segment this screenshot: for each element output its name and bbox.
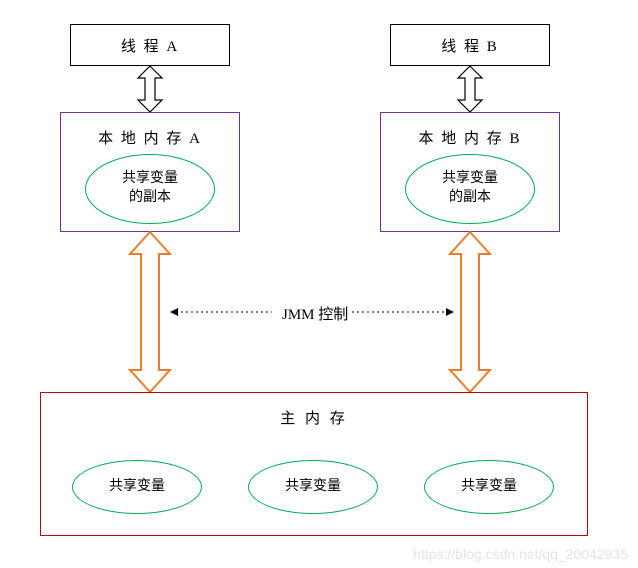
arrow-thread-a-local-a xyxy=(138,66,162,112)
node-local-memory-a: 本 地 内 存 A 共享变量的副本 xyxy=(60,112,240,232)
main-ellipse-3-label: 共享变量 xyxy=(461,478,517,497)
main-ellipse-2: 共享变量 xyxy=(248,460,378,514)
main-ellipse-1-label: 共享变量 xyxy=(109,478,165,497)
diagram-canvas: 线 程 A 线 程 B 本 地 内 存 A 共享变量的副本 本 地 内 存 B … xyxy=(0,0,638,568)
node-thread-a: 线 程 A xyxy=(70,24,230,66)
main-ellipse-2-label: 共享变量 xyxy=(285,478,341,497)
local-a-ellipse-label: 共享变量的副本 xyxy=(122,170,178,208)
watermark-text: https://blog.csdn.net/qq_20042935 xyxy=(413,546,628,562)
thread-a-label: 线 程 A xyxy=(121,35,179,56)
node-local-memory-b: 本 地 内 存 B 共享变量的副本 xyxy=(380,112,560,232)
arrow-local-b-main xyxy=(450,232,490,392)
thread-b-label: 线 程 B xyxy=(441,35,499,56)
local-b-ellipse: 共享变量的副本 xyxy=(405,154,535,224)
main-ellipse-1: 共享变量 xyxy=(72,460,202,514)
local-a-title: 本 地 内 存 A xyxy=(98,127,202,148)
node-thread-b: 线 程 B xyxy=(390,24,550,66)
arrow-thread-b-local-b xyxy=(458,66,482,112)
local-b-title: 本 地 内 存 B xyxy=(418,127,521,148)
local-b-ellipse-label: 共享变量的副本 xyxy=(442,170,498,208)
arrow-jmm-right xyxy=(350,306,454,318)
jmm-control-label: JMM 控制 xyxy=(278,303,352,324)
main-memory-title: 主 内 存 xyxy=(41,407,587,428)
arrow-jmm-left xyxy=(170,306,276,318)
arrow-local-a-main xyxy=(130,232,170,392)
local-a-ellipse: 共享变量的副本 xyxy=(85,154,215,224)
main-ellipse-3: 共享变量 xyxy=(424,460,554,514)
